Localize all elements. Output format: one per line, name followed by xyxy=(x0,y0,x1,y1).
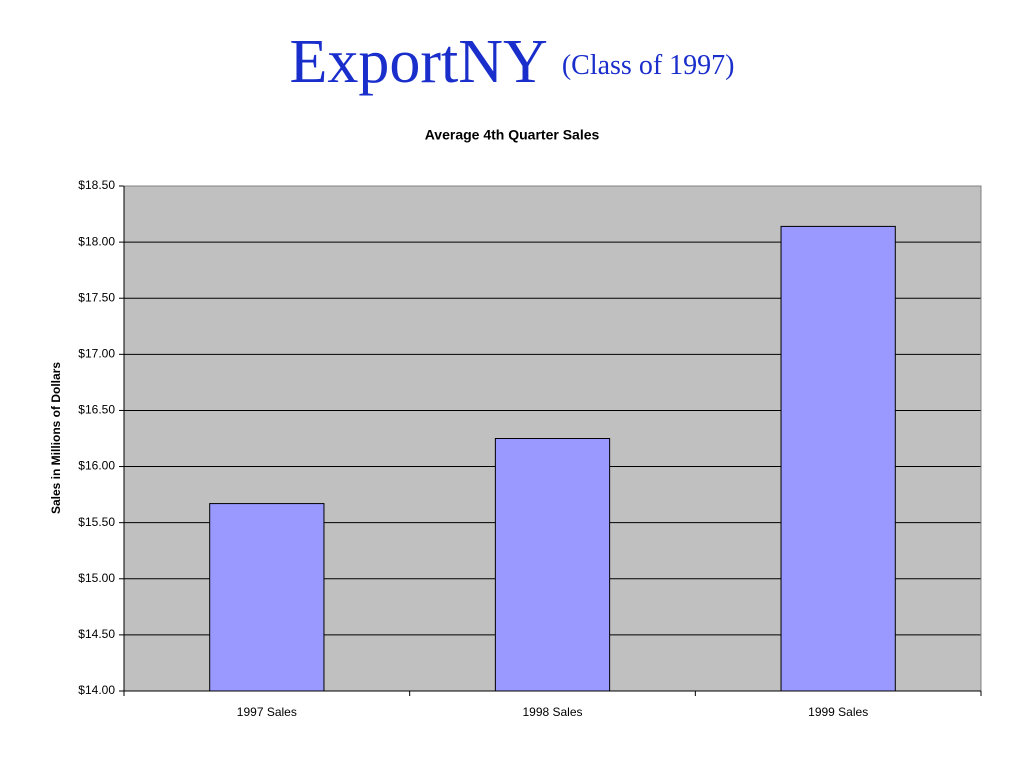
heading: ExportNY xyxy=(290,28,548,96)
y-axis-label: Sales in Millions of Dollars xyxy=(49,362,63,514)
y-tick-label: $15.50 xyxy=(78,515,115,529)
y-tick-label: $17.00 xyxy=(78,347,115,361)
bar xyxy=(209,503,325,692)
y-tick-label: $14.00 xyxy=(78,683,115,697)
y-tick-label: $16.00 xyxy=(78,459,115,473)
y-tick-label: $18.50 xyxy=(78,178,115,192)
x-tick-label: 1997 Sales xyxy=(237,705,297,719)
y-tick-label: $14.50 xyxy=(78,627,115,641)
x-tick-label: 1999 Sales xyxy=(808,705,868,719)
subheading: (Class of 1997) xyxy=(562,50,735,81)
slide-title: ExportNY (Class of 1997) xyxy=(290,28,735,96)
x-tick-label: 1998 Sales xyxy=(522,705,582,719)
y-tick-label: $15.00 xyxy=(78,571,115,585)
y-tick-label: $18.00 xyxy=(78,234,115,248)
y-tick-label: $17.50 xyxy=(78,290,115,304)
bar xyxy=(780,225,896,692)
y-tick-label: $16.50 xyxy=(78,403,115,417)
bar xyxy=(494,438,611,692)
chart-title: Average 4th Quarter Sales xyxy=(425,127,600,143)
